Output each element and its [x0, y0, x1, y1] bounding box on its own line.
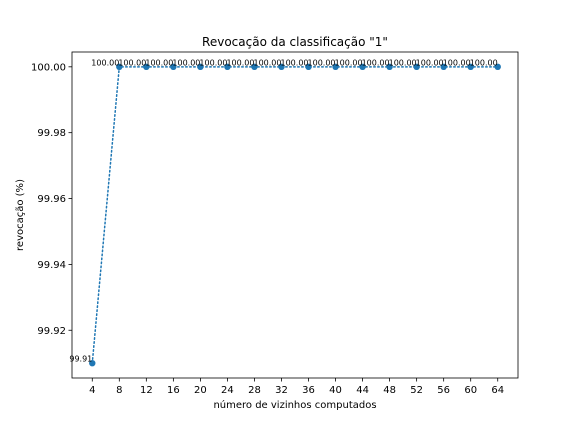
- x-tick-label: 4: [89, 385, 95, 396]
- data-label: 99.91: [69, 355, 92, 364]
- x-axis: 4 8 12 16 20 24 28 32 36 40 44 48 52 56 60 64: [89, 378, 504, 396]
- data-point: [413, 63, 420, 71]
- chart-title: Revocação da classificação "1": [202, 35, 388, 49]
- x-tick-label: 40: [329, 385, 342, 396]
- x-tick-label: 24: [221, 385, 234, 396]
- data-label: 100.00: [362, 58, 390, 67]
- x-tick-label: 52: [410, 385, 423, 396]
- data-point: [197, 63, 204, 71]
- x-tick-label: 36: [302, 385, 315, 396]
- data-point: [386, 63, 393, 71]
- data-point: [224, 63, 231, 71]
- data-point: [143, 63, 150, 71]
- series-line: [91, 66, 499, 364]
- data-point: [278, 63, 285, 71]
- data-point: [89, 359, 96, 367]
- data-point: [170, 63, 177, 71]
- x-tick-label: 56: [437, 385, 450, 396]
- data-label: 100.00: [443, 58, 471, 67]
- x-tick-label: 60: [464, 385, 477, 396]
- x-tick-label: 8: [116, 385, 122, 396]
- data-label: 100.00: [226, 58, 254, 67]
- data-point: [116, 63, 123, 71]
- data-point: [305, 63, 312, 71]
- data-point: [332, 63, 339, 71]
- x-tick-label: 20: [194, 385, 207, 396]
- data-label: 100.00: [91, 58, 119, 67]
- data-point: [494, 63, 501, 71]
- y-axis-label: revocação (%): [15, 179, 26, 251]
- data-label: 100.00: [145, 58, 173, 67]
- data-label: 100.00: [118, 58, 146, 67]
- x-tick-label: 16: [167, 385, 180, 396]
- data-point: [251, 63, 258, 71]
- y-tick-label: 99.92: [37, 326, 66, 337]
- y-tick-label: 100.00: [31, 62, 66, 73]
- data-label: 100.00: [199, 58, 227, 67]
- x-tick-label: 64: [491, 385, 504, 396]
- y-axis: 99.92 99.94 99.96 99.98 100.00: [31, 62, 72, 337]
- data-point: [440, 63, 447, 71]
- x-tick-label: 12: [140, 385, 153, 396]
- x-axis-label: número de vizinhos computados: [213, 399, 376, 411]
- y-tick-label: 99.94: [37, 260, 66, 271]
- data-label: 100.00: [253, 58, 281, 67]
- x-tick-label: 48: [383, 385, 396, 396]
- data-label: 100.00: [389, 58, 417, 67]
- data-label: 100.00: [281, 58, 309, 67]
- x-tick-label: 28: [248, 385, 261, 396]
- data-point: [467, 63, 474, 71]
- y-tick-label: 99.96: [37, 194, 66, 205]
- x-tick-label: 32: [275, 385, 288, 396]
- data-label: 100.00: [470, 58, 498, 67]
- data-label: 100.00: [172, 58, 200, 67]
- data-point: [359, 63, 366, 71]
- data-label: 100.00: [308, 58, 336, 67]
- data-label: 100.00: [416, 58, 444, 67]
- plot-area-frame: [71, 51, 519, 379]
- data-label: 100.00: [335, 58, 363, 67]
- y-tick-label: 99.98: [37, 128, 66, 139]
- x-tick-label: 44: [356, 385, 369, 396]
